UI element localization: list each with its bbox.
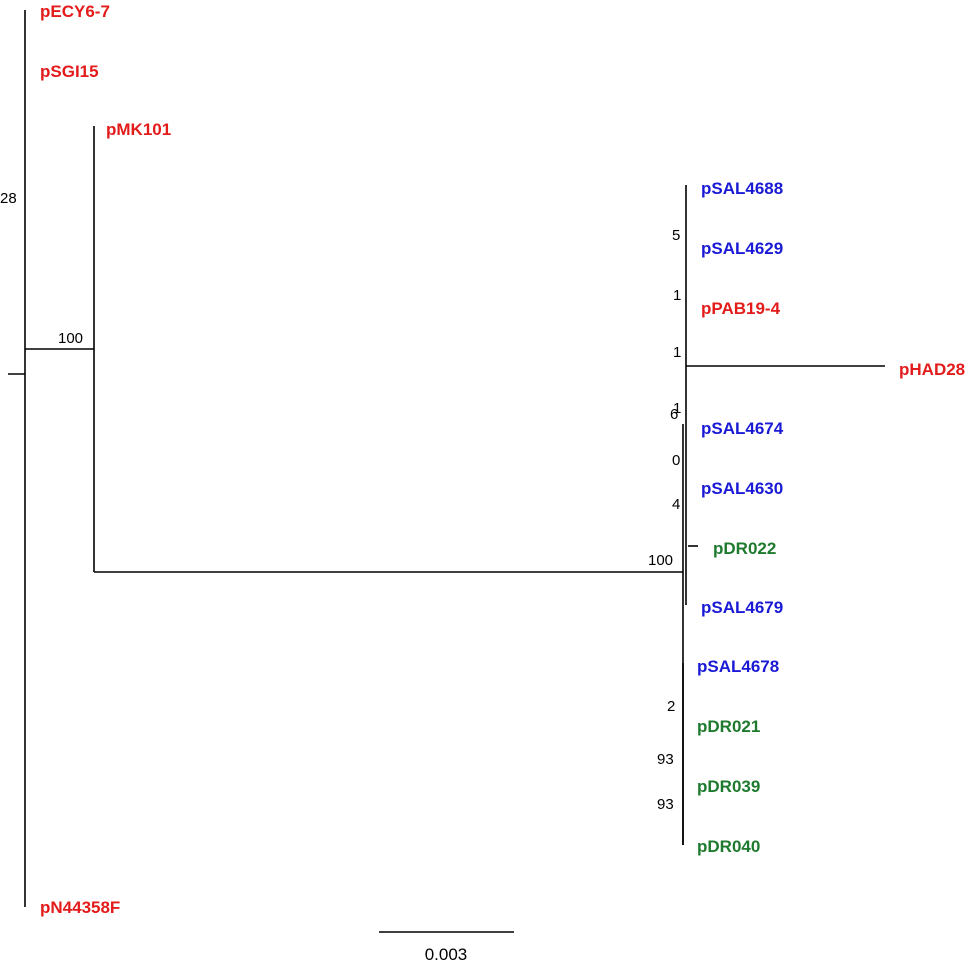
support-value-0: 0 — [672, 452, 680, 469]
leaf-label-psal4678: pSAL4678 — [697, 657, 779, 676]
support-value-93-first: 93 — [657, 751, 674, 768]
support-values: 28 100 5 1 1 1 6 0 4 100 2 93 93 — [0, 190, 681, 813]
support-value-93-second: 93 — [657, 796, 674, 813]
support-value-2: 2 — [667, 698, 675, 715]
leaf-label-psal4630: pSAL4630 — [701, 479, 783, 498]
leaf-label-pn44358f: pN44358F — [40, 898, 120, 917]
leaf-label-pdr021: pDR021 — [697, 717, 760, 736]
support-value-6: 6 — [670, 406, 678, 423]
leaf-label-psal4688: pSAL4688 — [701, 179, 783, 198]
support-value-100-upper: 100 — [58, 330, 83, 347]
leaf-label-psal4629: pSAL4629 — [701, 239, 783, 258]
support-value-5: 5 — [672, 227, 680, 244]
leaf-label-pdr039: pDR039 — [697, 777, 760, 796]
leaf-label-pecy6-7: pECY6-7 — [40, 2, 110, 21]
scale-bar-label: 0.003 — [425, 945, 468, 962]
support-value-28: 28 — [0, 190, 17, 207]
leaf-label-psal4679: pSAL4679 — [701, 598, 783, 617]
leaf-label-pmk101: pMK101 — [106, 120, 171, 139]
leaf-labels: pECY6-7 pSGI15 pMK101 pSAL4688 pSAL4629 … — [40, 2, 965, 917]
support-value-1-second: 1 — [673, 344, 681, 361]
support-value-4: 4 — [672, 496, 680, 513]
tree-branches — [8, 10, 885, 907]
leaf-label-phad28: pHAD28 — [899, 360, 965, 379]
leaf-label-psal4674: pSAL4674 — [701, 419, 784, 438]
leaf-label-ppab19-4: pPAB19-4 — [701, 299, 781, 318]
leaf-label-pdr022: pDR022 — [713, 539, 776, 558]
support-value-1-first: 1 — [673, 287, 681, 304]
leaf-label-pdr040: pDR040 — [697, 837, 760, 856]
leaf-label-psgi15: pSGI15 — [40, 62, 99, 81]
scale-bar: 0.003 — [379, 931, 514, 962]
support-value-100-lower: 100 — [648, 552, 673, 569]
support-value-1-third: 1 — [673, 400, 681, 417]
